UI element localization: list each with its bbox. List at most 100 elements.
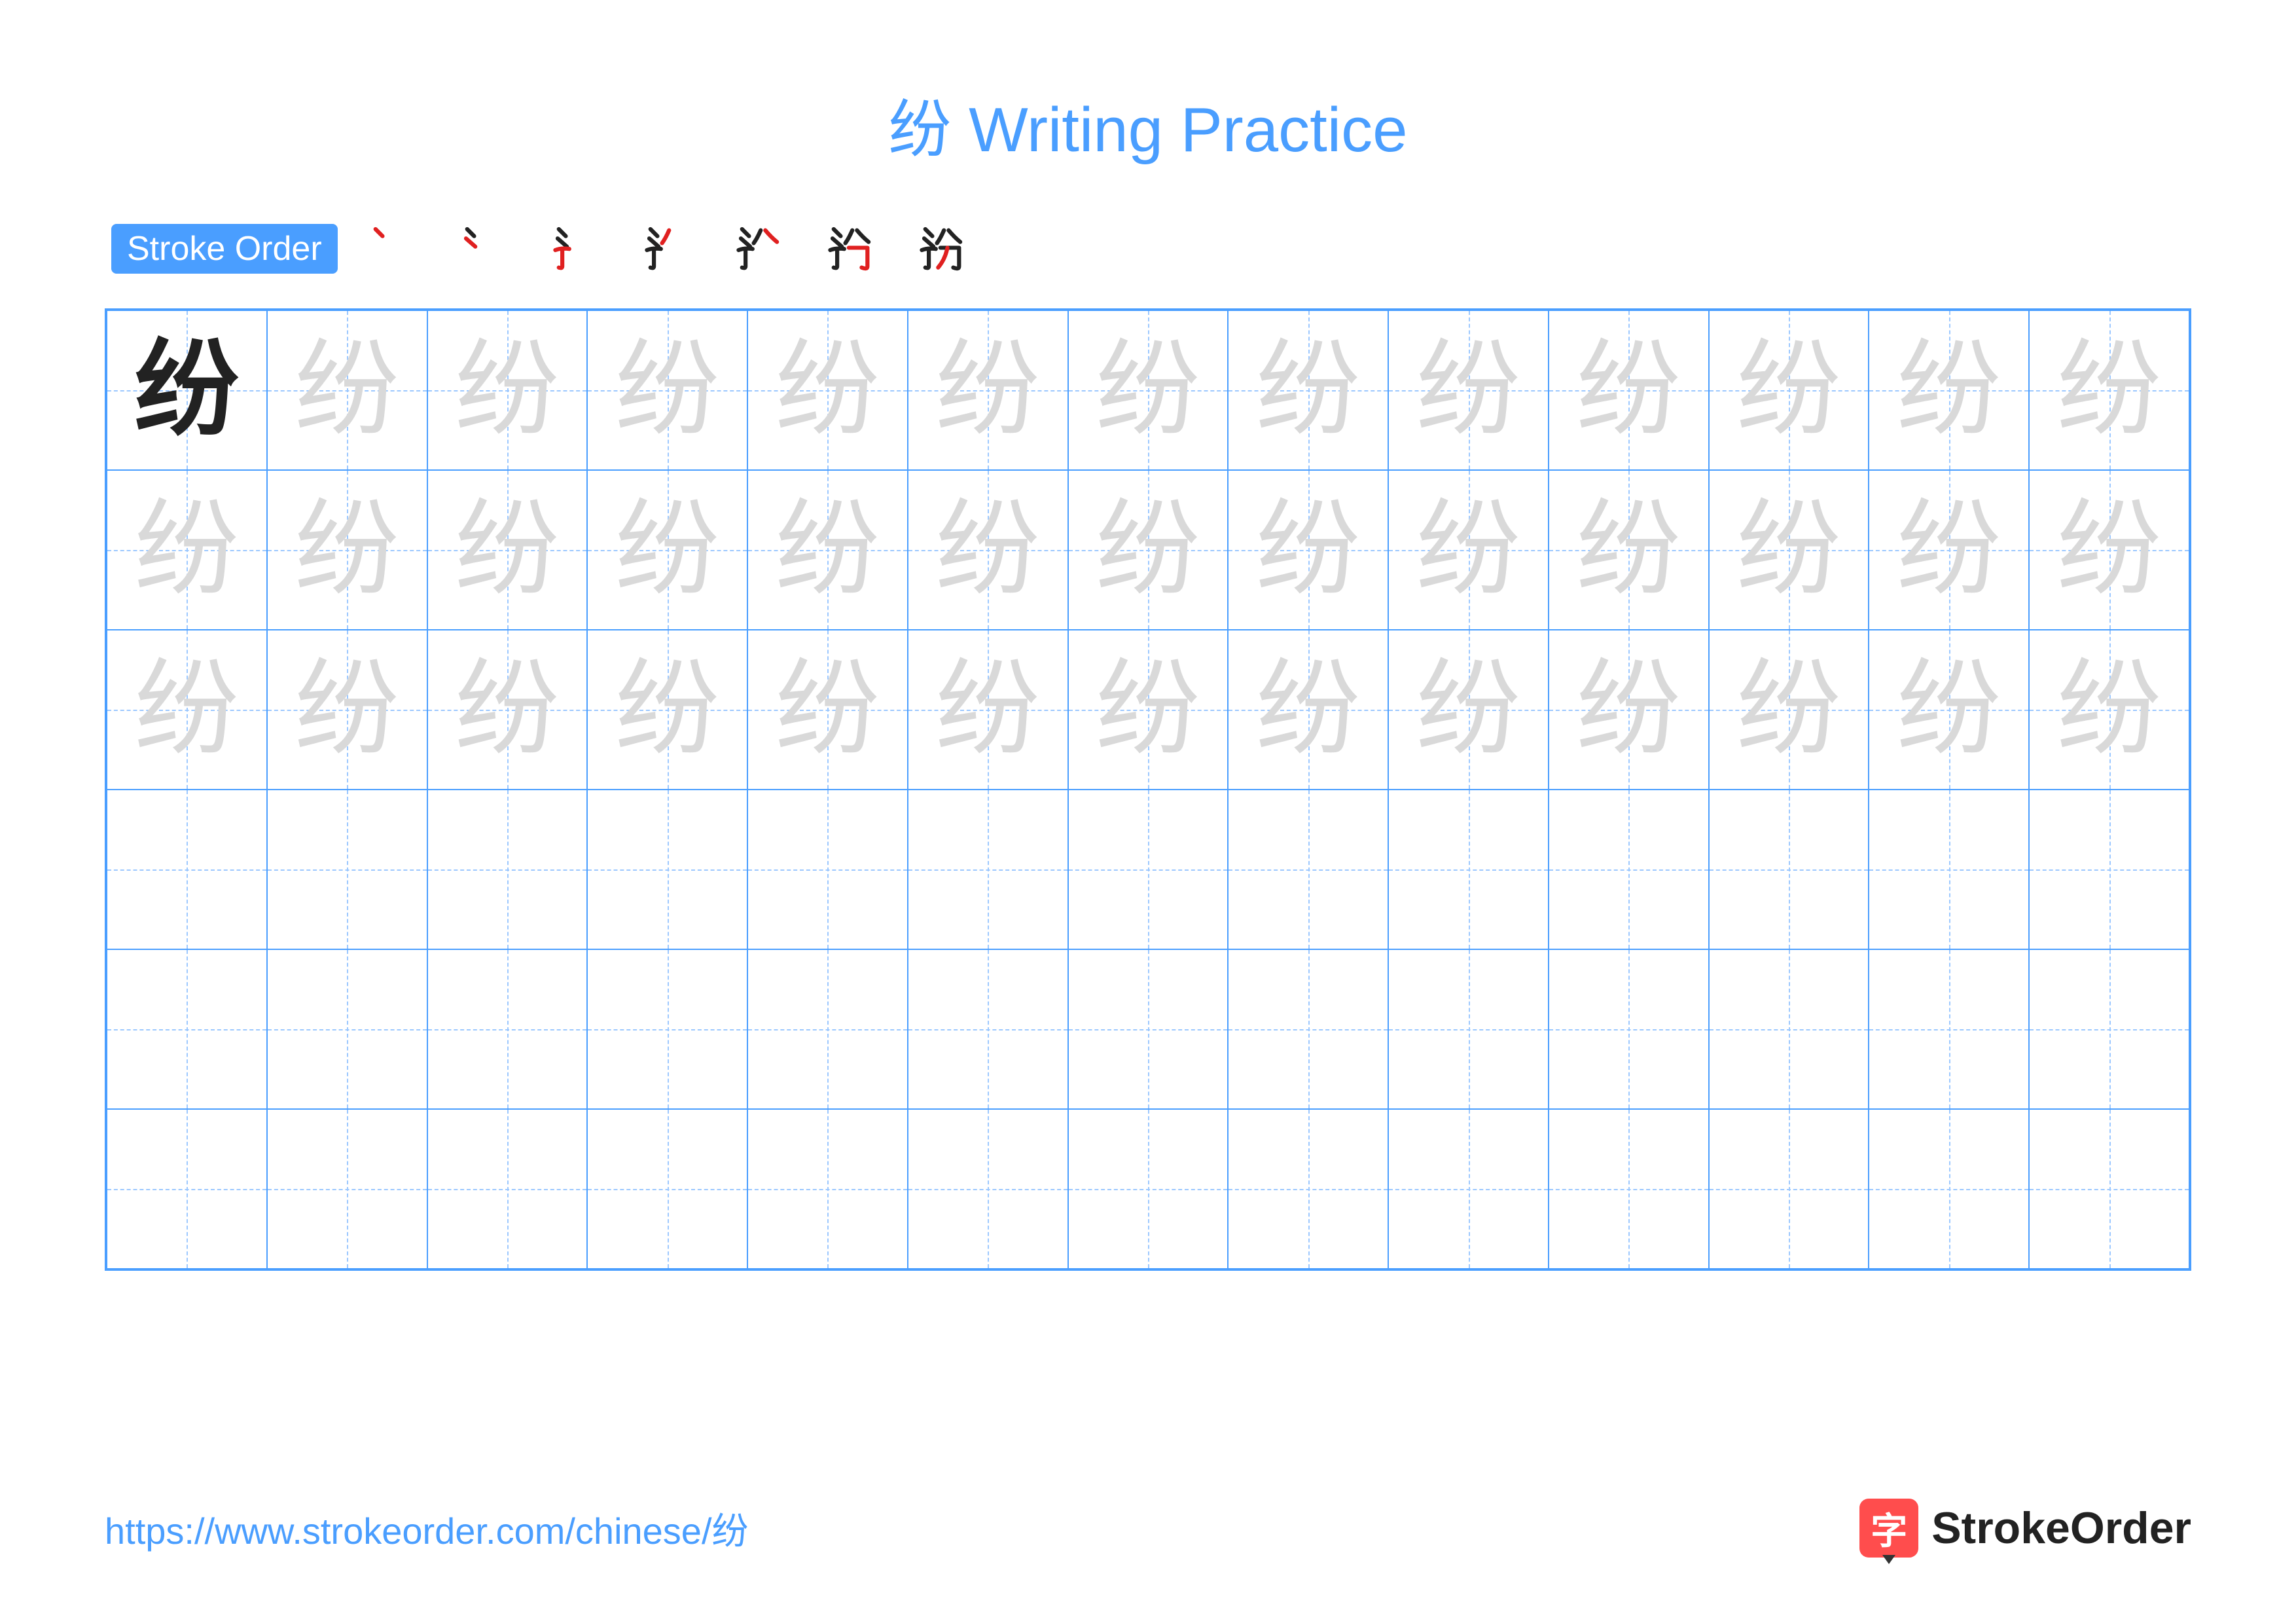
- grid-cell: 纷: [1709, 470, 1869, 630]
- grid-cell: 纷: [587, 310, 747, 470]
- grid-cell: 纷: [2029, 630, 2189, 790]
- grid-cell: [1869, 1109, 2029, 1269]
- trace-character: 纷: [1096, 657, 1200, 762]
- grid-cell: [427, 949, 588, 1109]
- grid-cell: 纷: [107, 310, 267, 470]
- grid-cell: [107, 949, 267, 1109]
- trace-character: 纷: [775, 498, 880, 602]
- trace-character: 纷: [455, 338, 560, 443]
- trace-character: 纷: [935, 498, 1040, 602]
- grid-cell: 纷: [1869, 630, 2029, 790]
- grid-cell: 纷: [267, 470, 427, 630]
- trace-character: 纷: [1256, 338, 1361, 443]
- grid-cell: [587, 790, 747, 949]
- grid-cell: 纷: [587, 630, 747, 790]
- trace-character: 纷: [1096, 338, 1200, 443]
- grid-cell: [107, 1109, 267, 1269]
- grid-cell: 纷: [1709, 630, 1869, 790]
- grid-cell: [587, 949, 747, 1109]
- grid-cell: [2029, 1109, 2189, 1269]
- grid-cell: [107, 790, 267, 949]
- practice-grid: 纷纷纷纷纷纷纷纷纷纷纷纷纷纷纷纷纷纷纷纷纷纷纷纷纷纷纷纷纷纷纷纷纷纷纷纷纷纷纷: [105, 308, 2191, 1271]
- stroke-order-row: Stroke Order: [105, 215, 2191, 282]
- grid-cell: [1388, 949, 1549, 1109]
- grid-cell: [1549, 949, 1709, 1109]
- grid-cell: 纷: [1068, 630, 1229, 790]
- trace-character: 纷: [455, 498, 560, 602]
- grid-cell: [1709, 949, 1869, 1109]
- grid-cell: 纷: [107, 630, 267, 790]
- grid-cell: 纷: [1068, 310, 1229, 470]
- grid-cell: 纷: [587, 470, 747, 630]
- grid-cell: [1869, 790, 2029, 949]
- trace-character: 纷: [1897, 338, 2001, 443]
- grid-cell: [2029, 949, 2189, 1109]
- page-footer: https://www.strokeorder.com/chinese/纷 字 …: [105, 1420, 2191, 1558]
- trace-character: 纷: [295, 338, 399, 443]
- trace-character: 纷: [1096, 498, 1200, 602]
- grid-cell: 纷: [107, 470, 267, 630]
- trace-character: 纷: [2057, 338, 2162, 443]
- grid-cell: [1228, 790, 1388, 949]
- grid-cell: [1549, 1109, 1709, 1269]
- grid-cell: [1228, 949, 1388, 1109]
- trace-character: 纷: [2057, 498, 2162, 602]
- grid-cell: 纷: [267, 310, 427, 470]
- grid-cell: 纷: [1869, 470, 2029, 630]
- grid-cell: 纷: [1228, 470, 1388, 630]
- page-title: 纷 Writing Practice: [105, 79, 2191, 170]
- stroke-step-3: [547, 215, 600, 282]
- stroke-step-2: [456, 215, 508, 282]
- grid-cell: 纷: [2029, 470, 2189, 630]
- brand-name: StrokeOrder: [1931, 1503, 2191, 1554]
- grid-cell: 纷: [747, 470, 908, 630]
- stroke-order-badge: Stroke Order: [111, 224, 338, 274]
- grid-cell: 纷: [1709, 310, 1869, 470]
- grid-cell: [2029, 790, 2189, 949]
- grid-cell: 纷: [1549, 470, 1709, 630]
- stroke-order-steps: [364, 215, 966, 282]
- trace-character: 纷: [1256, 657, 1361, 762]
- stroke-step-1: [364, 215, 416, 282]
- grid-cell: 纷: [1549, 630, 1709, 790]
- grid-cell: [908, 1109, 1068, 1269]
- trace-character: 纷: [2057, 657, 2162, 762]
- trace-character: 纷: [1736, 657, 1841, 762]
- grid-cell: 纷: [1228, 630, 1388, 790]
- trace-character: 纷: [455, 657, 560, 762]
- grid-cell: 纷: [1388, 310, 1549, 470]
- grid-cell: [908, 949, 1068, 1109]
- grid-cell: [1068, 790, 1229, 949]
- grid-cell: [427, 790, 588, 949]
- trace-character: 纷: [1416, 498, 1521, 602]
- grid-cell: 纷: [427, 630, 588, 790]
- grid-cell: 纷: [1869, 310, 2029, 470]
- trace-character: 纷: [134, 498, 239, 602]
- trace-character: 纷: [615, 498, 720, 602]
- model-character: 纷: [134, 338, 239, 443]
- grid-cell: 纷: [427, 310, 588, 470]
- grid-cell: [1549, 790, 1709, 949]
- grid-cell: [1388, 1109, 1549, 1269]
- source-url-link[interactable]: https://www.strokeorder.com/chinese/纷: [105, 1502, 749, 1555]
- grid-cell: [1709, 790, 1869, 949]
- stroke-step-7: [914, 215, 966, 282]
- trace-character: 纷: [295, 498, 399, 602]
- grid-cell: 纷: [747, 310, 908, 470]
- grid-cell: 纷: [908, 310, 1068, 470]
- grid-cell: 纷: [908, 470, 1068, 630]
- grid-cell: 纷: [427, 470, 588, 630]
- trace-character: 纷: [935, 657, 1040, 762]
- grid-cell: [908, 790, 1068, 949]
- grid-cell: 纷: [1068, 470, 1229, 630]
- trace-character: 纷: [935, 338, 1040, 443]
- grid-cell: [427, 1109, 588, 1269]
- grid-cell: 纷: [267, 630, 427, 790]
- grid-cell: [747, 949, 908, 1109]
- grid-cell: [1068, 949, 1229, 1109]
- brand-logo: 字 StrokeOrder: [1859, 1499, 2191, 1558]
- grid-cell: 纷: [747, 630, 908, 790]
- grid-cell: [747, 1109, 908, 1269]
- brand-icon: 字: [1859, 1499, 1918, 1558]
- grid-cell: 纷: [908, 630, 1068, 790]
